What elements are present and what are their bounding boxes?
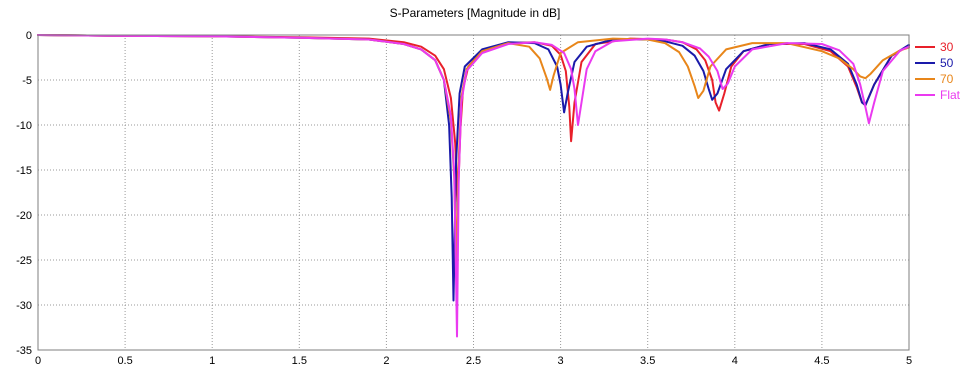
legend-item-70[interactable]: 70 — [915, 72, 954, 86]
grid — [38, 35, 909, 350]
legend-label: 50 — [940, 56, 954, 70]
chart-title: S-Parameters [Magnitude in dB] — [390, 6, 561, 20]
y-tick-label: -30 — [16, 300, 32, 312]
x-tick-label: 3 — [558, 355, 564, 367]
series-line-flat — [37, 34, 910, 338]
y-tick-label: -10 — [16, 120, 32, 132]
legend-item-30[interactable]: 30 — [915, 40, 954, 54]
y-tick-label: -20 — [16, 210, 32, 222]
series-line-30 — [37, 34, 910, 203]
y-tick-label: -15 — [16, 165, 32, 177]
y-axis-ticks: 0 -5 -10 -15 -20 -25 -30 -35 — [16, 30, 32, 357]
x-tick-label: 1 — [209, 355, 215, 367]
series-lines — [37, 34, 910, 338]
x-tick-label: 5 — [906, 355, 912, 367]
y-tick-label: -25 — [16, 255, 32, 267]
x-tick-label: 4 — [732, 355, 738, 367]
y-tick-label: 0 — [26, 30, 32, 42]
x-tick-label: 2 — [383, 355, 389, 367]
legend-item-flat[interactable]: Flat — [915, 88, 961, 102]
y-tick-label: -35 — [16, 345, 32, 357]
x-tick-label: 0 — [35, 355, 41, 367]
legend-label: Flat — [940, 88, 961, 102]
x-tick-label: 0.5 — [117, 355, 132, 367]
legend-item-50[interactable]: 50 — [915, 56, 954, 70]
legend-label: 30 — [940, 40, 954, 54]
legend-label: 70 — [940, 72, 954, 86]
plot-area-border — [37, 34, 910, 351]
y-tick-label: -5 — [22, 75, 32, 87]
x-tick-label: 1.5 — [292, 355, 307, 367]
x-tick-label: 3.5 — [640, 355, 655, 367]
x-tick-label: 4.5 — [814, 355, 829, 367]
legend[interactable]: 30 50 70 Flat — [915, 40, 961, 102]
x-tick-label: 2.5 — [466, 355, 481, 367]
x-axis-ticks: 0 0.5 1 1.5 2 2.5 3 3.5 4 4.5 5 — [35, 355, 912, 367]
